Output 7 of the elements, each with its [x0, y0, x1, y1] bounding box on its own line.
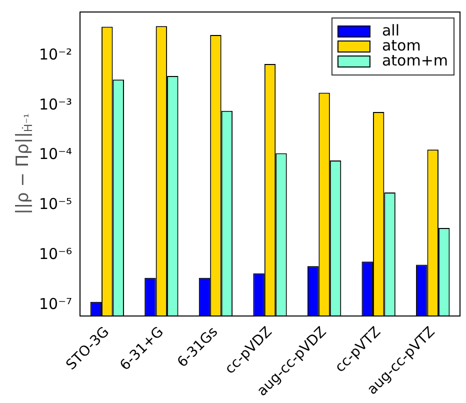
y-tick-label: 10⁻²	[38, 46, 72, 64]
y-tick-label: 10⁻⁷	[38, 294, 72, 313]
y-tick-label: 10⁻⁶	[38, 244, 72, 263]
y-axis-title: ||ρ − Πρ||Ḣ⁻¹	[13, 114, 35, 214]
y-tick-label: 10⁻⁵	[38, 195, 72, 214]
y-tick-label: 10⁻³	[38, 95, 72, 114]
y-tick-label: 10⁻⁴	[38, 145, 72, 164]
